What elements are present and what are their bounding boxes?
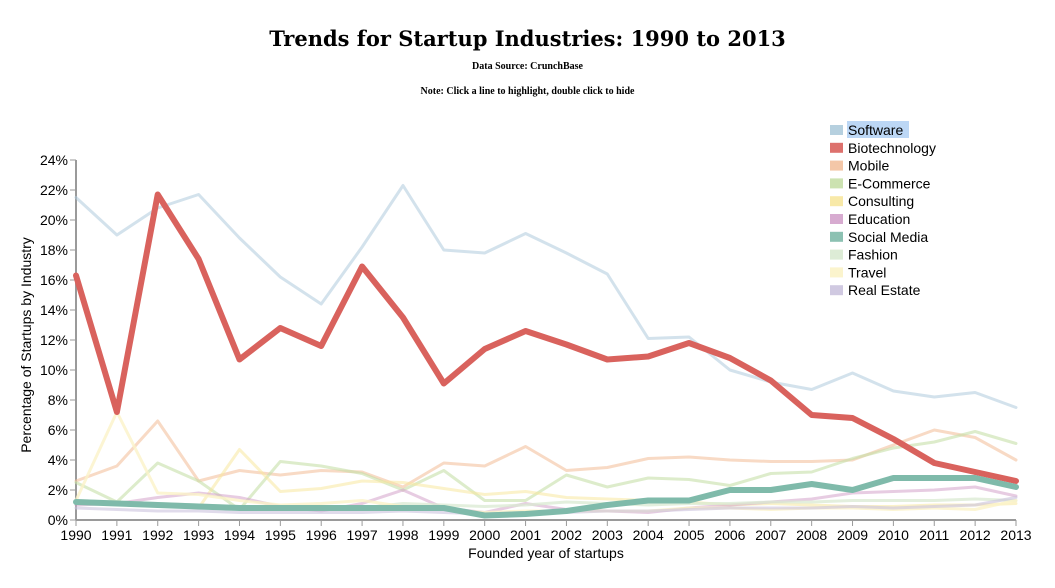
series-line-social-media[interactable] (73, 475, 1019, 519)
legend-swatch (830, 142, 843, 153)
x-tick-label: 2006 (714, 527, 745, 543)
chart-axes: 0% 2% 4% 6% 8% 10% 12% 14% 16% 18% 20% 22% 24% 1990 19… (40, 152, 1032, 543)
x-tick-label: 2010 (878, 527, 909, 543)
x-tick-label: 2002 (551, 527, 582, 543)
y-axis-title: Percentage of Startups by Industry (18, 237, 34, 453)
legend-swatch (830, 214, 843, 224)
x-tick-label: 1993 (183, 527, 214, 543)
legend-swatch (830, 125, 843, 135)
y-tick-label: 10% (40, 362, 68, 378)
x-tick-label: 2012 (960, 527, 991, 543)
legend-label: Consulting (848, 193, 914, 209)
legend-label: Mobile (848, 158, 889, 174)
x-tick-label: 2005 (673, 527, 704, 543)
x-tick-label: 2007 (755, 527, 786, 543)
x-tick-label: 1994 (224, 527, 255, 543)
legend-swatch (830, 267, 843, 278)
x-tick-label: 2004 (633, 527, 664, 543)
x-tick-label: 2009 (837, 527, 868, 543)
legend-item-mobile[interactable]: Mobile (830, 158, 889, 174)
x-tick-label: 2013 (1000, 527, 1031, 543)
legend-label: E-Commerce (848, 175, 931, 191)
x-tick-label: 2011 (919, 527, 949, 543)
x-tick-label: 1996 (306, 527, 337, 543)
x-tick-label: 2001 (510, 527, 541, 543)
legend-item-consulting[interactable]: Consulting (830, 193, 914, 209)
series-line-education[interactable] (74, 485, 1018, 514)
x-tick-label: 2000 (469, 527, 500, 543)
series-line-software[interactable] (74, 184, 1018, 409)
x-tick-label: 2003 (592, 527, 623, 543)
legend-swatch (830, 160, 843, 171)
legend-item-biotechnology[interactable]: Biotechnology (830, 140, 936, 156)
legend-swatch (830, 231, 843, 242)
legend-label: Fashion (848, 247, 898, 263)
y-tick-label: 0% (48, 512, 68, 528)
legend-item-fashion[interactable]: Fashion (830, 247, 898, 263)
series-line-biotechnology[interactable] (73, 191, 1019, 484)
legend-label: Education (848, 211, 910, 227)
legend-item-travel[interactable]: Travel (830, 264, 886, 280)
x-tick-label: 1990 (60, 527, 91, 543)
legend-swatch (830, 178, 843, 189)
chart-title: Trends for Startup Industries: 1990 to 2… (269, 26, 786, 51)
x-tick-label: 1995 (265, 527, 296, 543)
legend-label: Social Media (848, 229, 928, 245)
x-tick-label: 1997 (347, 527, 378, 543)
x-tick-label: 1999 (428, 527, 459, 543)
y-tick-label: 18% (40, 242, 68, 258)
legend-item-social-media[interactable]: Social Media (830, 229, 928, 245)
legend-label: Software (848, 122, 903, 138)
legend-item-e-commerce[interactable]: E-Commerce (830, 175, 931, 191)
x-axis-title: Founded year of startups (468, 545, 624, 561)
legend-swatch (830, 196, 843, 207)
y-tick-label: 22% (40, 182, 68, 198)
y-tick-label: 6% (48, 422, 68, 438)
x-tick-label: 1998 (387, 527, 418, 543)
y-tick-label: 4% (48, 452, 68, 468)
legend-label: Biotechnology (848, 140, 936, 156)
chart-subtitle: Data Source: CrunchBase (472, 61, 583, 72)
y-tick-label: 24% (40, 152, 68, 168)
y-tick-label: 12% (40, 332, 68, 348)
x-tick-label: 1991 (101, 527, 132, 543)
legend-item-education[interactable]: Education (830, 211, 910, 227)
legend-swatch (830, 249, 843, 260)
legend-label: Real Estate (848, 282, 921, 298)
x-tick-label: 2008 (796, 527, 827, 543)
legend-swatch (830, 285, 843, 296)
y-tick-label: 8% (48, 392, 68, 408)
series-lines (73, 184, 1019, 519)
chart-note: Note: Click a line to highlight, double … (420, 86, 635, 97)
y-tick-label: 2% (48, 482, 68, 498)
legend-item-software[interactable]: Software (830, 121, 909, 138)
y-tick-label: 20% (40, 212, 68, 228)
legend-item-real-estate[interactable]: Real Estate (830, 282, 921, 298)
legend-label: Travel (848, 264, 886, 280)
x-tick-label: 1992 (142, 527, 173, 543)
y-tick-label: 16% (40, 272, 68, 288)
legend-highlight (847, 121, 909, 138)
y-tick-label: 14% (40, 302, 68, 318)
